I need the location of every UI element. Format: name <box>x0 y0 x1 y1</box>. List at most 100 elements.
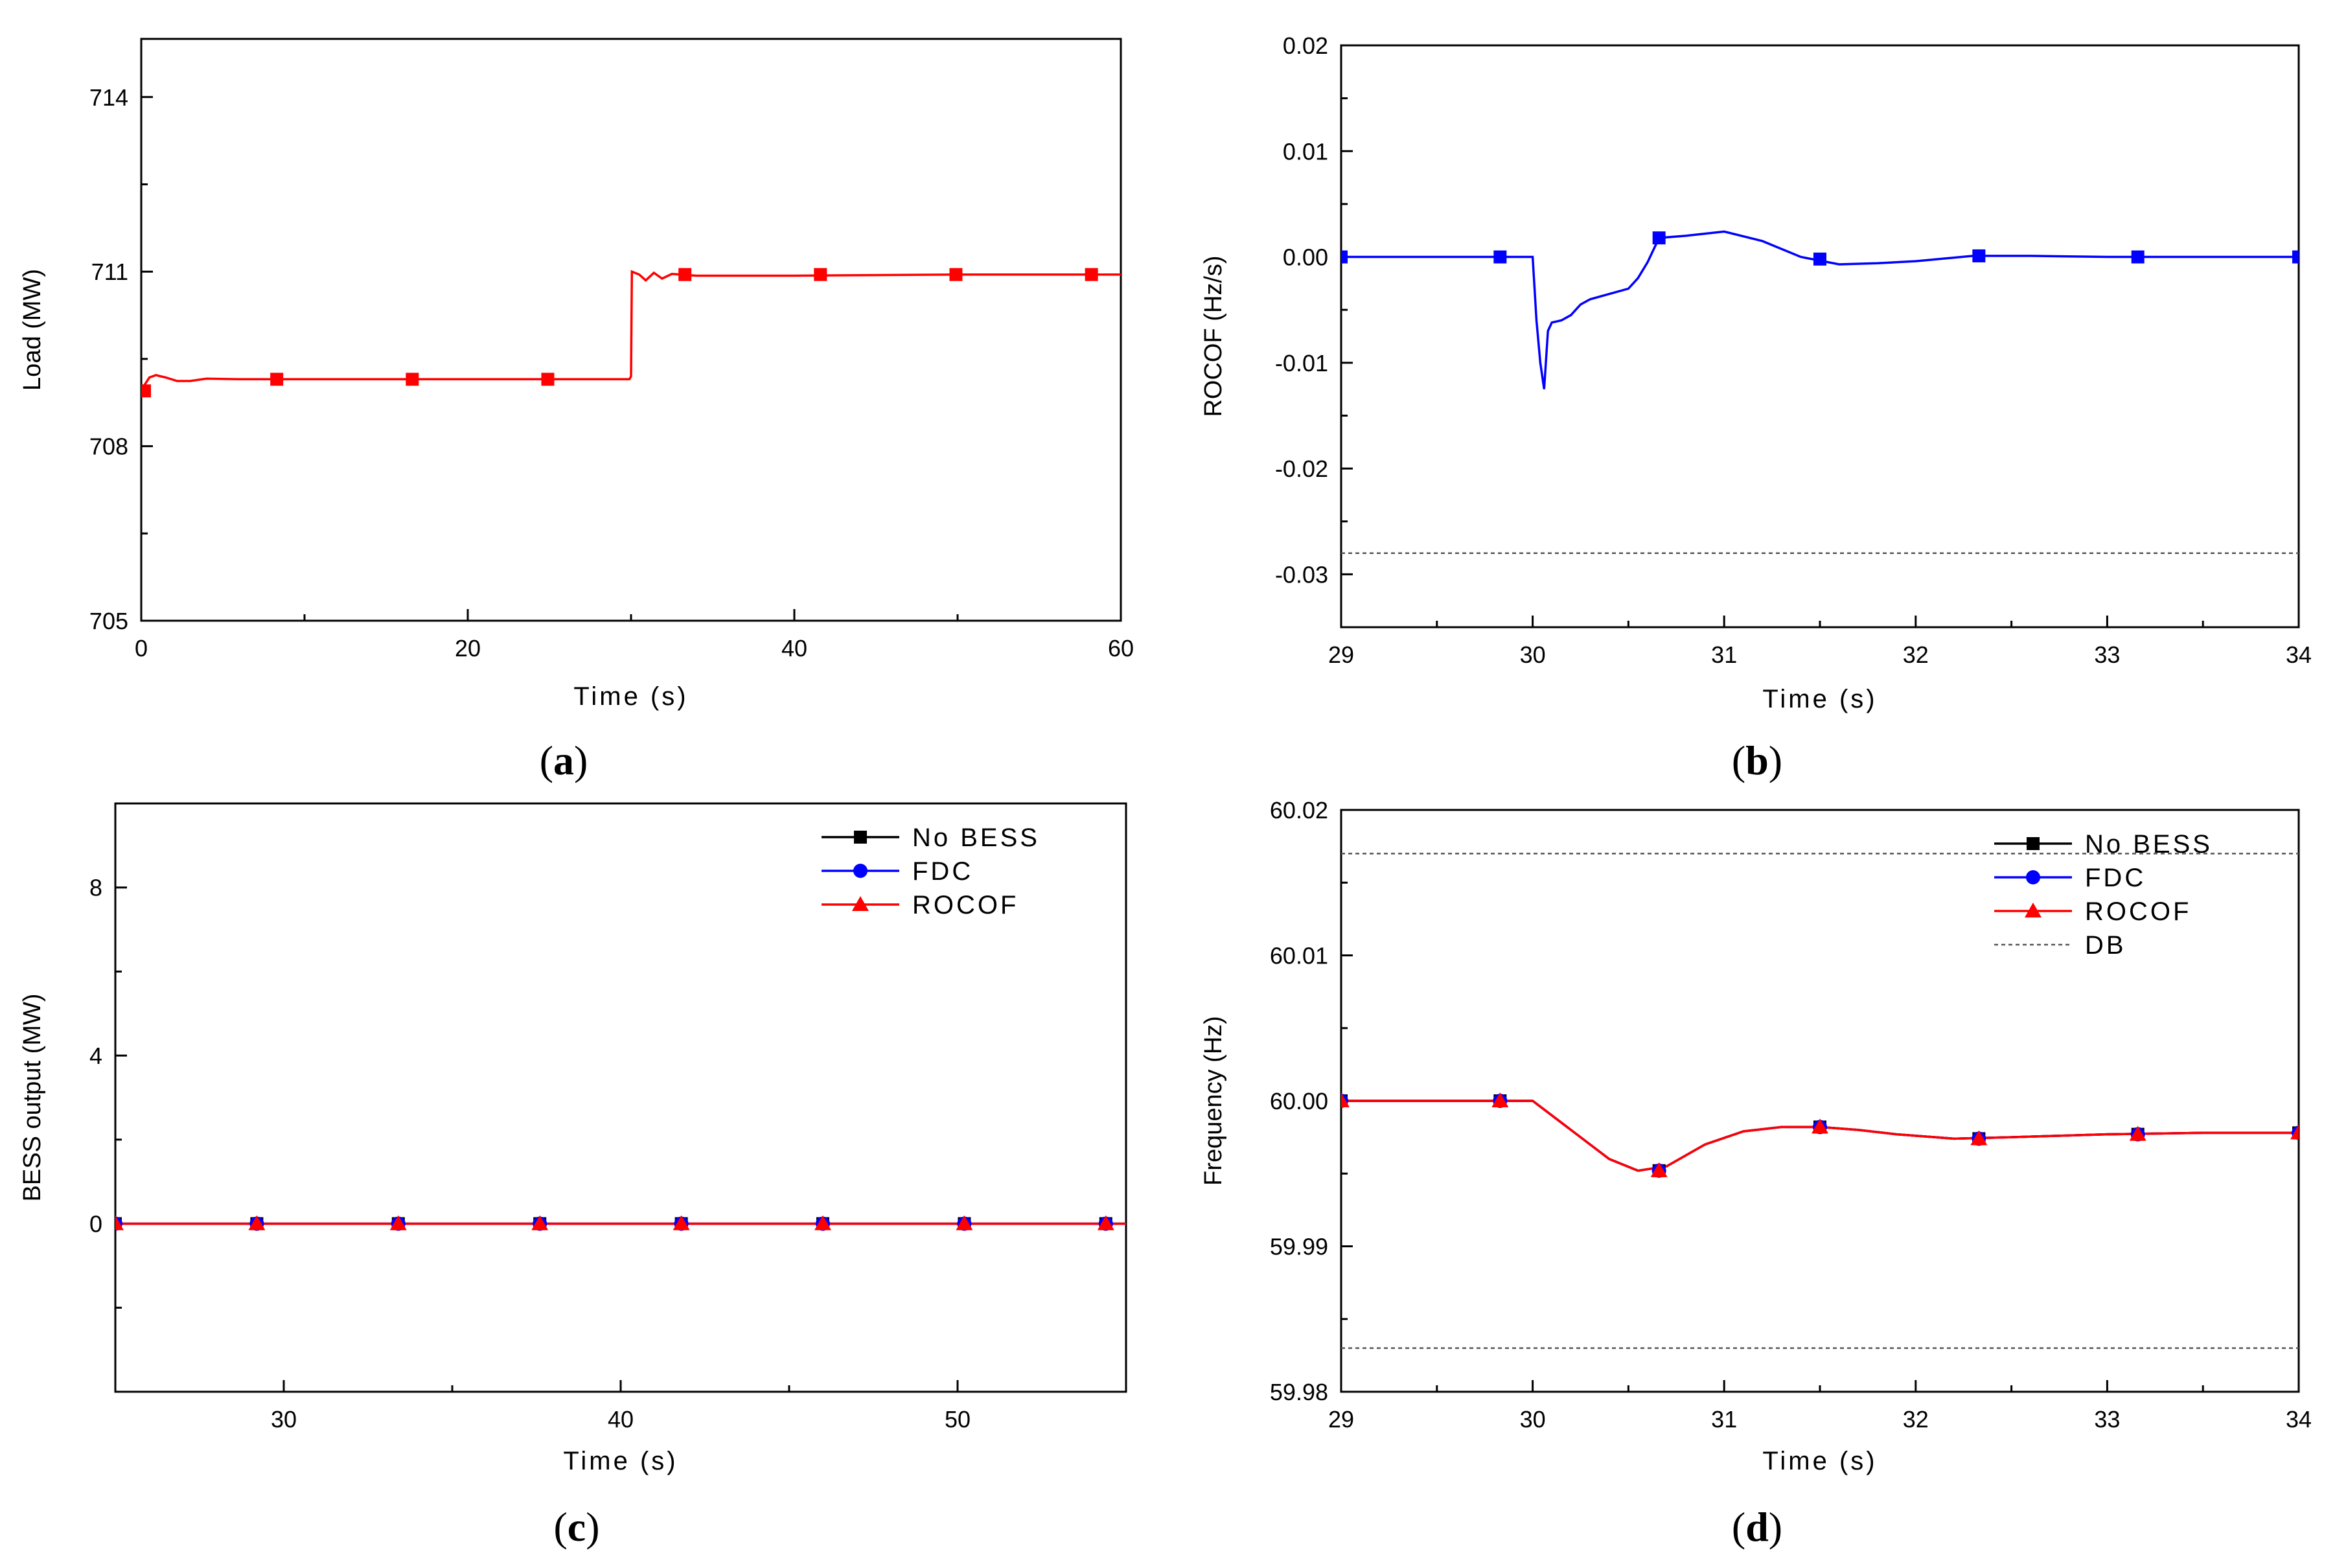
y-tick-label: 8 <box>89 875 102 901</box>
data-point <box>541 373 555 386</box>
data-point <box>1972 249 1986 262</box>
y-tick-label: 60.00 <box>1270 1088 1328 1114</box>
y-axis-label: Load (MW) <box>19 269 46 391</box>
legend-label: No BESS <box>2085 830 2213 859</box>
x-axis-label: Time (s) <box>1762 1447 1877 1475</box>
legend: No BESS FDC ROCOF DB <box>1994 830 2213 960</box>
y-tick-label: 60.02 <box>1270 797 1328 824</box>
series-line-rocof <box>1341 230 2299 389</box>
data-point <box>141 384 152 398</box>
legend-label: ROCOF <box>2085 897 2191 926</box>
x-tick-label: 20 <box>455 635 481 662</box>
panel-label: (c) <box>553 1504 599 1550</box>
legend-item: No BESS <box>1994 830 2213 859</box>
data-point <box>1341 1092 1350 1107</box>
y-tick-label: 0.01 <box>1283 138 1328 165</box>
x-tick-label: 34 <box>2286 641 2312 668</box>
x-tick-label: 30 <box>1520 1406 1546 1433</box>
data-point <box>1341 250 1348 264</box>
x-tick-label: 33 <box>2094 1406 2120 1433</box>
series-line-rocof <box>1341 1100 2299 1172</box>
legend-item: FDC <box>822 857 973 886</box>
legend-label: ROCOF <box>912 891 1018 919</box>
data-point <box>1813 252 1826 266</box>
y-tick-label: -0.02 <box>1275 455 1328 482</box>
x-tick-label: 30 <box>1520 641 1546 668</box>
data-point <box>2290 1124 2299 1140</box>
panel-label: (a) <box>540 737 588 783</box>
x-tick-label: 30 <box>271 1406 297 1433</box>
data-point <box>115 1215 124 1230</box>
y-tick-label: 59.98 <box>1270 1379 1328 1405</box>
data-point <box>949 268 963 281</box>
y-axis-label: Frequency (Hz) <box>1200 1016 1227 1186</box>
y-tick-label: 0.02 <box>1283 32 1328 59</box>
y-tick-label: 0.00 <box>1283 244 1328 271</box>
plot-frame <box>1340 44 2300 628</box>
legend-item: No BESS <box>822 824 1040 852</box>
data-point <box>1970 1130 1988 1146</box>
series-line-fdc <box>1341 1100 2299 1172</box>
data-point <box>248 1215 266 1230</box>
y-tick-label: 4 <box>89 1043 102 1069</box>
y-tick-label: 59.99 <box>1270 1234 1328 1260</box>
series-line-load <box>141 270 1121 395</box>
y-tick-label: 714 <box>89 84 128 111</box>
data-point <box>2292 250 2299 264</box>
x-tick-label: 31 <box>1711 1406 1737 1433</box>
legend-label: DB <box>2085 931 2126 960</box>
x-tick-label: 32 <box>1903 641 1929 668</box>
data-point <box>814 1215 831 1230</box>
x-axis-label: Time (s) <box>1762 685 1877 713</box>
y-tick-label: -0.01 <box>1275 350 1328 376</box>
data-point <box>678 268 692 281</box>
x-axis-label: Time (s) <box>563 1447 678 1475</box>
x-tick-label: 29 <box>1328 641 1354 668</box>
y-axis-label: ROCOF (Hz/s) <box>1200 255 1227 417</box>
y-tick-label: 60.01 <box>1270 943 1328 969</box>
data-point <box>2131 250 2145 264</box>
y-tick-label: -0.03 <box>1275 561 1328 588</box>
panel-label: (d) <box>1732 1504 1782 1550</box>
legend-label: No BESS <box>912 824 1040 852</box>
panel-label: (b) <box>1732 737 1782 783</box>
x-tick-label: 50 <box>945 1406 971 1433</box>
panel-letter: a <box>553 737 574 783</box>
panel-letter: b <box>1745 737 1769 783</box>
y-tick-label: 0 <box>89 1211 102 1238</box>
legend: No BESS FDC ROCOF <box>822 824 1040 919</box>
chart-panel-d: 29 30 31 32 33 34 59.98 59.99 60.00 60.01 60.02 Tim… <box>1200 797 2312 1550</box>
series-layer <box>1341 1092 2299 1178</box>
y-tick-label: 708 <box>89 433 128 460</box>
chart-panel-b: 29 30 31 32 33 34 -0.03 -0.02 -0.01 0.00 0.01 0.02 T… <box>1200 32 2312 783</box>
legend-item: DB <box>1994 931 2126 960</box>
legend-item: FDC <box>1994 864 2146 892</box>
series-line-no-bess <box>1341 1100 2299 1172</box>
data-point <box>814 268 827 281</box>
legend-item: ROCOF <box>1994 897 2191 926</box>
data-point <box>2129 1125 2146 1141</box>
legend-label: FDC <box>2085 864 2146 892</box>
data-point <box>1491 1092 1509 1107</box>
y-axis-label: BESS output (MW) <box>19 994 46 1202</box>
data-point <box>389 1215 407 1230</box>
x-tick-label: 60 <box>1108 635 1134 662</box>
data-point <box>1097 1215 1114 1230</box>
data-point <box>406 373 419 386</box>
legend-marker <box>853 864 868 878</box>
y-tick-label: 705 <box>89 608 128 634</box>
data-point <box>531 1215 549 1230</box>
x-tick-label: 32 <box>1903 1406 1929 1433</box>
x-tick-label: 40 <box>608 1406 634 1433</box>
legend-label: FDC <box>912 857 973 886</box>
x-tick-label: 33 <box>2094 641 2120 668</box>
chart-panel-c: 30 40 50 0 4 8 Time (s) BESS output (MW) (c) No B… <box>19 802 1127 1550</box>
series-layer <box>115 1215 1126 1231</box>
series-layer <box>141 268 1121 398</box>
x-tick-label: 40 <box>781 635 807 662</box>
legend-marker <box>852 896 869 911</box>
data-point <box>1085 268 1098 281</box>
legend-item: ROCOF <box>822 891 1018 919</box>
legend-marker <box>854 831 867 844</box>
